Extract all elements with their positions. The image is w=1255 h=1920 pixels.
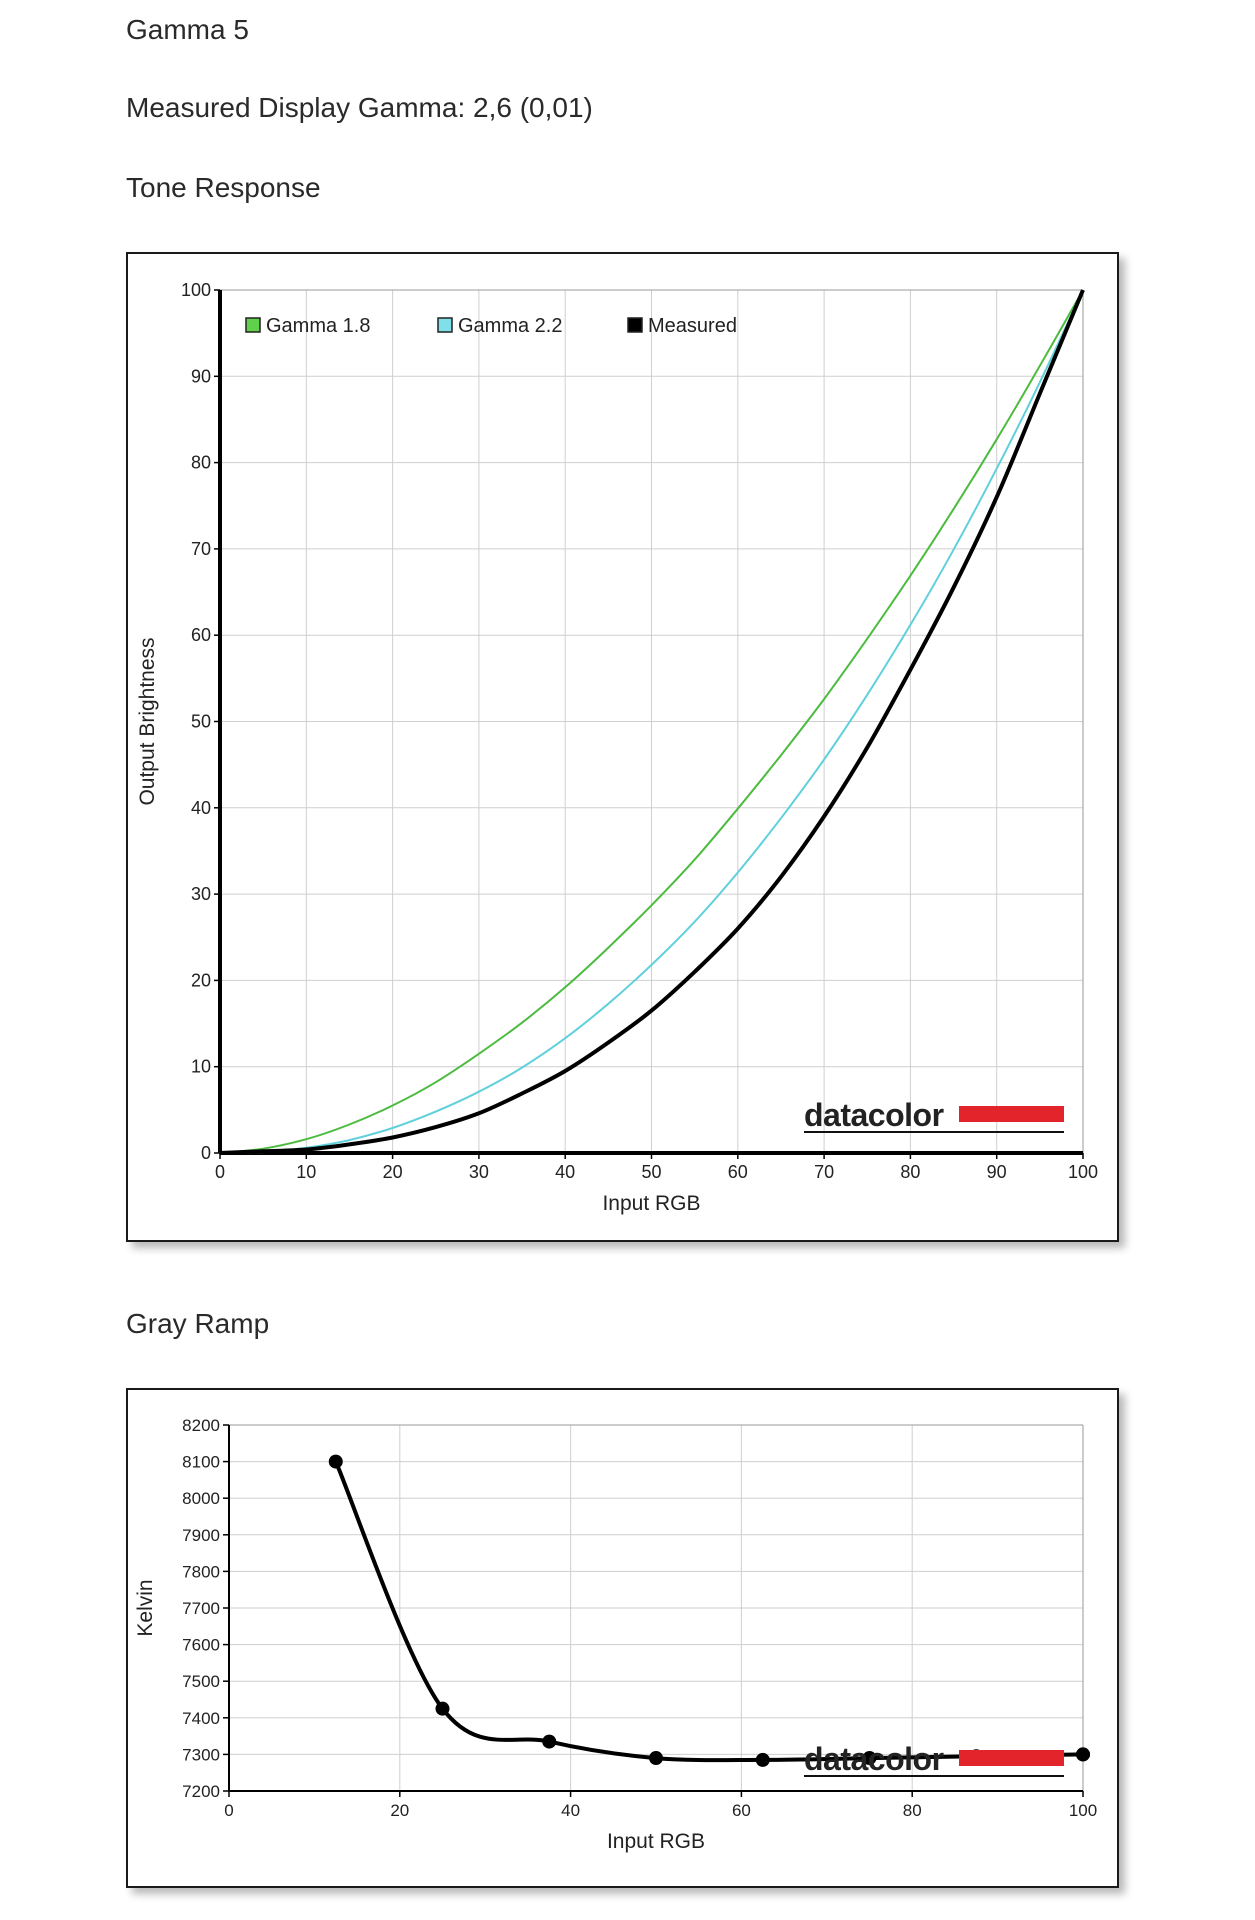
legend-label: Gamma 2.2 [458,315,562,337]
x-tick-label: 10 [296,1162,316,1182]
x-tick-label: 20 [390,1801,409,1820]
x-tick-label: 70 [814,1162,834,1182]
y-tick-label: 80 [191,453,211,473]
x-tick-label: 30 [469,1162,489,1182]
y-tick-label: 7900 [182,1526,220,1545]
data-point [755,1752,770,1767]
datacolor-logo: datacolor [804,1741,1064,1777]
x-tick-label: 50 [641,1162,661,1182]
y-tick-label: 60 [191,625,211,645]
series-line-measured [219,289,1085,1155]
datacolor-logo-bar [959,1750,1064,1766]
x-tick-label: 60 [732,1801,751,1820]
y-tick-label: 30 [191,884,211,904]
legend-item: Gamma 2.2 [437,315,562,337]
legend-item: Gamma 1.8 [245,315,370,337]
data-point [542,1734,557,1749]
x-tick-label: 80 [900,1162,920,1182]
y-tick-label: 7400 [182,1709,220,1728]
x-tick-label: 40 [561,1801,580,1820]
x-tick-label: 40 [555,1162,575,1182]
x-tick-label: 0 [215,1162,225,1182]
x-tick-label: 20 [383,1162,403,1182]
datacolor-logo-bar [959,1106,1064,1122]
y-axis-label: Output Brightness [136,637,159,805]
x-tick-label: 80 [903,1801,922,1820]
y-tick-label: 40 [191,798,211,818]
tone-response-plot: 0 10 20 30 40 50 60 70 80 90 100 0 10 20 30 40 50 60 70 80 9… [136,280,1098,1215]
y-tick-label: 7500 [182,1672,220,1691]
series-line-gamma-2-2 [219,289,1084,1154]
data-point [1076,1747,1090,1762]
data-point [862,1751,877,1766]
datacolor-logo-text: datacolor [804,1097,944,1133]
gray-ramp-heading: Gray Ramp [126,1308,270,1339]
legend-item: Measured [627,315,737,337]
series-line-gamma-1-8 [219,289,1084,1154]
y-tick-label: 90 [191,366,211,386]
y-tick-label: 7800 [182,1562,220,1581]
x-axis-label: Input RGB [602,1192,700,1215]
y-tick-label: 50 [191,712,211,732]
y-tick-label: 20 [191,970,211,990]
legend-swatch [245,317,261,333]
data-point [328,1454,343,1469]
data-point [649,1751,663,1766]
y-tick-label: 7600 [182,1636,220,1655]
x-tick-label: 90 [987,1162,1007,1182]
series-line-kelvin [333,1460,1084,1763]
datacolor-logo-text: datacolor [804,1741,944,1777]
tone-response-heading: Tone Response [126,172,321,203]
legend-label: Gamma 1.8 [266,315,370,337]
y-tick-label: 7200 [182,1782,220,1801]
legend-swatch [627,317,643,333]
y-axis-label: Kelvin [134,1579,157,1636]
y-tick-label: 7700 [182,1599,220,1618]
x-tick-label: 0 [224,1801,233,1820]
data-point [435,1701,450,1716]
x-axis-label: Input RGB [607,1830,705,1853]
legend-label: Measured [648,315,737,337]
x-tick-label: 100 [1068,1162,1098,1182]
y-tick-label: 8100 [182,1453,220,1472]
measured-gamma-text: Measured Display Gamma: 2,6 (0,01) [126,92,593,123]
datacolor-logo: datacolor [804,1097,1064,1133]
y-tick-label: 7300 [182,1745,220,1764]
y-tick-label: 100 [181,280,211,300]
page-title: Gamma 5 [126,14,249,45]
y-tick-label: 70 [191,539,211,559]
gray-ramp-chart: 7200 7300 7400 7500 7600 7700 7800 7900 8000 8100… [126,1388,1119,1888]
gray-ramp-plot: 7200 7300 7400 7500 7600 7700 7800 7900 8000 8100… [134,1416,1097,1853]
y-tick-label: 8200 [182,1416,220,1435]
x-tick-label: 60 [728,1162,748,1182]
y-tick-label: 8000 [182,1489,220,1508]
x-tick-label: 100 [1069,1801,1097,1820]
legend-swatch [437,317,453,333]
y-tick-label: 0 [201,1143,211,1163]
tone-response-chart: 0 10 20 30 40 50 60 70 80 90 100 0 10 20 30 40 50 60 70 80 9… [126,252,1119,1242]
y-tick-label: 10 [191,1057,211,1077]
